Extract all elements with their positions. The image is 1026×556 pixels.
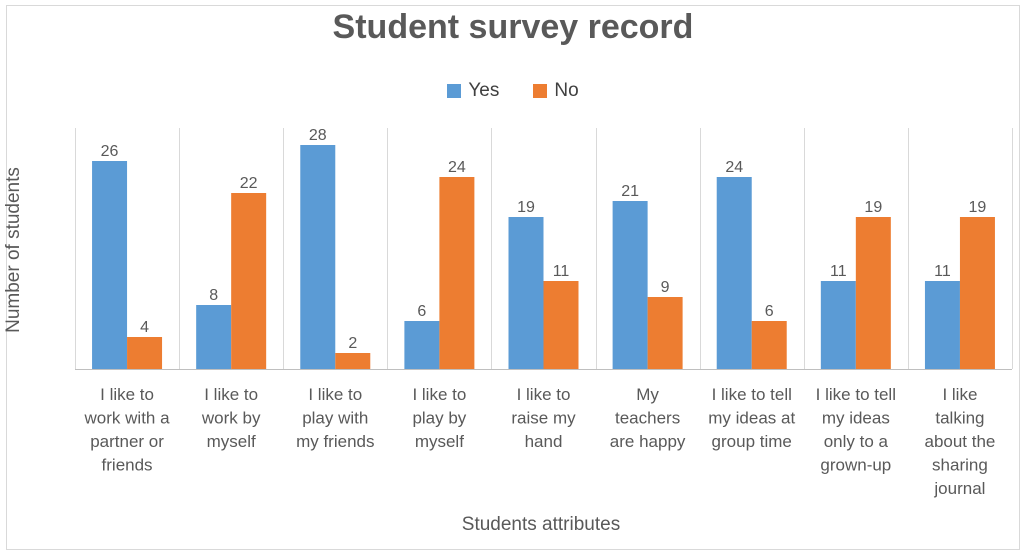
x-tick-label-8: I like to tell my ideas only to a grown-up (816, 385, 896, 475)
data-label-yes-2: 8 (209, 287, 218, 304)
data-label-no-2: 22 (240, 175, 258, 192)
data-label-yes-8: 11 (830, 263, 847, 280)
data-label-yes-3: 28 (309, 127, 327, 144)
legend-item-yes: Yes (447, 80, 499, 102)
data-label-no-4: 24 (448, 159, 466, 176)
x-tick-label-4: I like to play by myself (412, 385, 466, 451)
bar-no-2 (231, 193, 267, 369)
bar-yes-7 (716, 177, 752, 369)
bar-no-8 (855, 217, 891, 369)
data-label-no-9: 19 (969, 199, 987, 216)
data-label-no-7: 6 (765, 303, 774, 320)
chart-legend: Yes No (0, 80, 1026, 102)
data-label-no-5: 11 (553, 263, 570, 280)
bar-yes-9 (924, 281, 960, 369)
bar-no-6 (647, 297, 683, 369)
x-tick-label-7: I like to tell my ideas at group time (708, 385, 795, 451)
data-label-yes-6: 21 (621, 183, 639, 200)
x-tick-label-5: I like to raise my hand (511, 385, 576, 451)
bar-yes-2 (196, 305, 232, 369)
bar-yes-1 (92, 161, 128, 369)
data-label-no-1: 4 (140, 319, 149, 336)
x-tick-label-6: My teachers are happy (610, 385, 686, 451)
chart-title: Student survey record (332, 8, 694, 46)
bar-no-1 (127, 337, 163, 369)
bar-yes-4 (404, 321, 440, 369)
bar-yes-6 (612, 201, 648, 369)
x-tick-label-2: I like to work by myself (201, 385, 261, 451)
x-tick-label-9: I like talking about the sharing journal (924, 385, 995, 498)
bar-no-5 (543, 281, 579, 369)
data-label-yes-1: 26 (101, 143, 119, 160)
legend-swatch-yes (447, 84, 462, 98)
bar-no-3 (335, 353, 371, 369)
legend-item-no: No (533, 80, 579, 102)
data-label-yes-4: 6 (417, 303, 426, 320)
bar-yes-8 (820, 281, 856, 369)
data-label-no-8: 19 (864, 199, 882, 216)
bar-yes-3 (300, 145, 336, 369)
legend-label-no: No (554, 80, 579, 101)
legend-swatch-no (533, 84, 548, 98)
data-label-no-6: 9 (661, 279, 670, 296)
data-label-yes-5: 19 (517, 199, 535, 216)
data-label-no-3: 2 (348, 335, 357, 352)
x-axis-title: Students attributes (461, 514, 621, 535)
bar-no-4 (439, 177, 475, 369)
data-label-yes-9: 11 (934, 263, 951, 280)
x-tick-label-1: I like to work with a partner or friends (84, 385, 171, 475)
bar-no-9 (959, 217, 995, 369)
data-label-yes-7: 24 (725, 159, 743, 176)
bar-no-7 (751, 321, 787, 369)
legend-label-yes: Yes (468, 80, 500, 101)
bar-yes-5 (508, 217, 544, 369)
x-tick-label-3: I like to play with my friends (296, 385, 374, 451)
